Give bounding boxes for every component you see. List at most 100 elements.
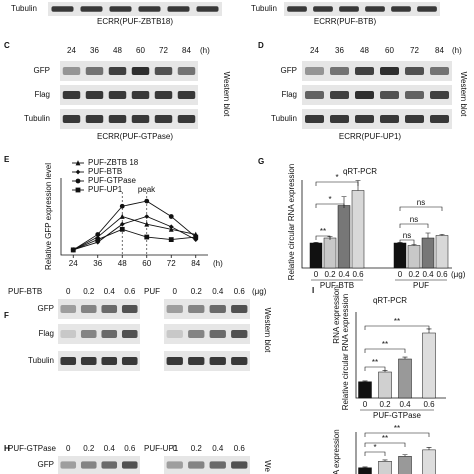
bar bbox=[421, 237, 435, 269]
blot-band bbox=[430, 67, 449, 75]
panel-letter: H bbox=[4, 444, 10, 453]
bar bbox=[337, 205, 351, 269]
x-tick-label: 0.2 bbox=[324, 270, 336, 279]
sig-label: * bbox=[328, 195, 331, 204]
blot-band bbox=[85, 115, 104, 123]
x-tick-label: 72 bbox=[167, 259, 176, 268]
blot-strip bbox=[164, 299, 250, 319]
bar bbox=[435, 235, 449, 269]
bar bbox=[309, 242, 323, 269]
bar bbox=[358, 467, 372, 474]
blot-band bbox=[85, 91, 104, 99]
marker bbox=[119, 226, 125, 232]
y-axis-label: Relative circular RNA expression bbox=[341, 294, 350, 411]
blot-band bbox=[60, 357, 77, 365]
lane-label: 48 bbox=[360, 46, 369, 55]
blot-band bbox=[109, 6, 132, 12]
marker bbox=[193, 237, 199, 242]
side-label: Western blot bbox=[222, 72, 231, 118]
sig-label: ns bbox=[417, 198, 425, 207]
blot-band bbox=[166, 330, 183, 338]
blot-band bbox=[51, 6, 74, 12]
unit-label: (h) bbox=[452, 46, 462, 55]
row-label: Flag bbox=[281, 90, 297, 99]
blot-band bbox=[154, 91, 173, 99]
blot-band bbox=[365, 6, 385, 12]
sig-bracket bbox=[364, 325, 430, 330]
unit-label: (h) bbox=[200, 46, 210, 55]
blot-band bbox=[101, 330, 118, 338]
x-tick-label: 24 bbox=[69, 259, 78, 268]
blot-band bbox=[108, 115, 127, 123]
x-tick-label: 0.4 bbox=[338, 270, 350, 279]
blot-band bbox=[188, 305, 205, 313]
sig-label: ** bbox=[320, 227, 326, 236]
blot-band bbox=[231, 357, 248, 365]
x-tick-label: 60 bbox=[142, 259, 151, 268]
blot-band bbox=[101, 357, 118, 365]
blot-band bbox=[177, 91, 196, 99]
error-bar bbox=[426, 447, 432, 450]
lane-label: 0.4 bbox=[212, 287, 224, 296]
blot-band bbox=[60, 461, 77, 469]
lane-label: 84 bbox=[435, 46, 444, 55]
marker bbox=[144, 198, 150, 204]
blot-band bbox=[166, 357, 183, 365]
blot-band bbox=[209, 305, 226, 313]
lane-label: 36 bbox=[90, 46, 99, 55]
sig-label: ns bbox=[403, 231, 411, 240]
row-label: Flag bbox=[34, 90, 50, 99]
blot-band bbox=[60, 305, 77, 313]
blot-band bbox=[430, 91, 449, 99]
blot-strip bbox=[58, 299, 140, 319]
legend-label: PUF-BTB bbox=[88, 167, 122, 176]
blot-band bbox=[405, 67, 424, 75]
blot-band bbox=[417, 6, 437, 12]
bar bbox=[378, 461, 392, 474]
sig-bracket bbox=[364, 366, 386, 371]
sig-label: ns bbox=[410, 215, 418, 224]
x-tick-label: 0.4 bbox=[399, 400, 411, 409]
sig-bracket bbox=[315, 235, 331, 240]
marker bbox=[119, 221, 125, 227]
panel-letter: E bbox=[4, 155, 10, 164]
blot-band bbox=[380, 91, 399, 99]
blot-band bbox=[305, 67, 324, 75]
blot-strip bbox=[164, 456, 250, 474]
unit-label: (h) bbox=[213, 259, 223, 268]
x-tick-label: 0 bbox=[398, 270, 403, 279]
blot-caption: ECRR(PUF-ZBTB18) bbox=[97, 17, 173, 26]
blot-strip bbox=[164, 351, 250, 371]
blot-band bbox=[305, 91, 324, 99]
sig-bracket bbox=[364, 442, 406, 447]
blot-strip bbox=[48, 2, 222, 16]
blot-strip bbox=[284, 2, 440, 16]
sig-label: ** bbox=[382, 434, 388, 443]
bar bbox=[422, 332, 436, 399]
panel-letter: G bbox=[258, 157, 264, 166]
legend-marker bbox=[75, 160, 81, 166]
bar bbox=[323, 237, 337, 269]
row-label: Tubulin bbox=[271, 114, 297, 123]
x-tick-label: 0.4 bbox=[422, 270, 434, 279]
blot-band bbox=[121, 305, 138, 313]
marker bbox=[119, 213, 125, 219]
error-bar bbox=[313, 241, 319, 243]
blot-band bbox=[196, 6, 219, 12]
lane-label: 0.6 bbox=[124, 444, 136, 453]
sig-label: * bbox=[373, 443, 376, 452]
bar bbox=[351, 190, 365, 269]
blot-band bbox=[231, 461, 248, 469]
x-tick-label: 0.2 bbox=[379, 400, 391, 409]
lane-label: 24 bbox=[310, 46, 319, 55]
blot-band bbox=[108, 91, 127, 99]
lane-label: 0.4 bbox=[104, 287, 116, 296]
legend-marker bbox=[75, 169, 81, 175]
lane-label: 0 bbox=[173, 287, 178, 296]
bar bbox=[358, 381, 372, 399]
blot-band bbox=[138, 6, 161, 12]
row-label: GFP bbox=[281, 66, 297, 75]
sig-bracket bbox=[399, 223, 429, 228]
lane-label: 0.2 bbox=[83, 287, 95, 296]
sig-bracket bbox=[399, 239, 415, 244]
